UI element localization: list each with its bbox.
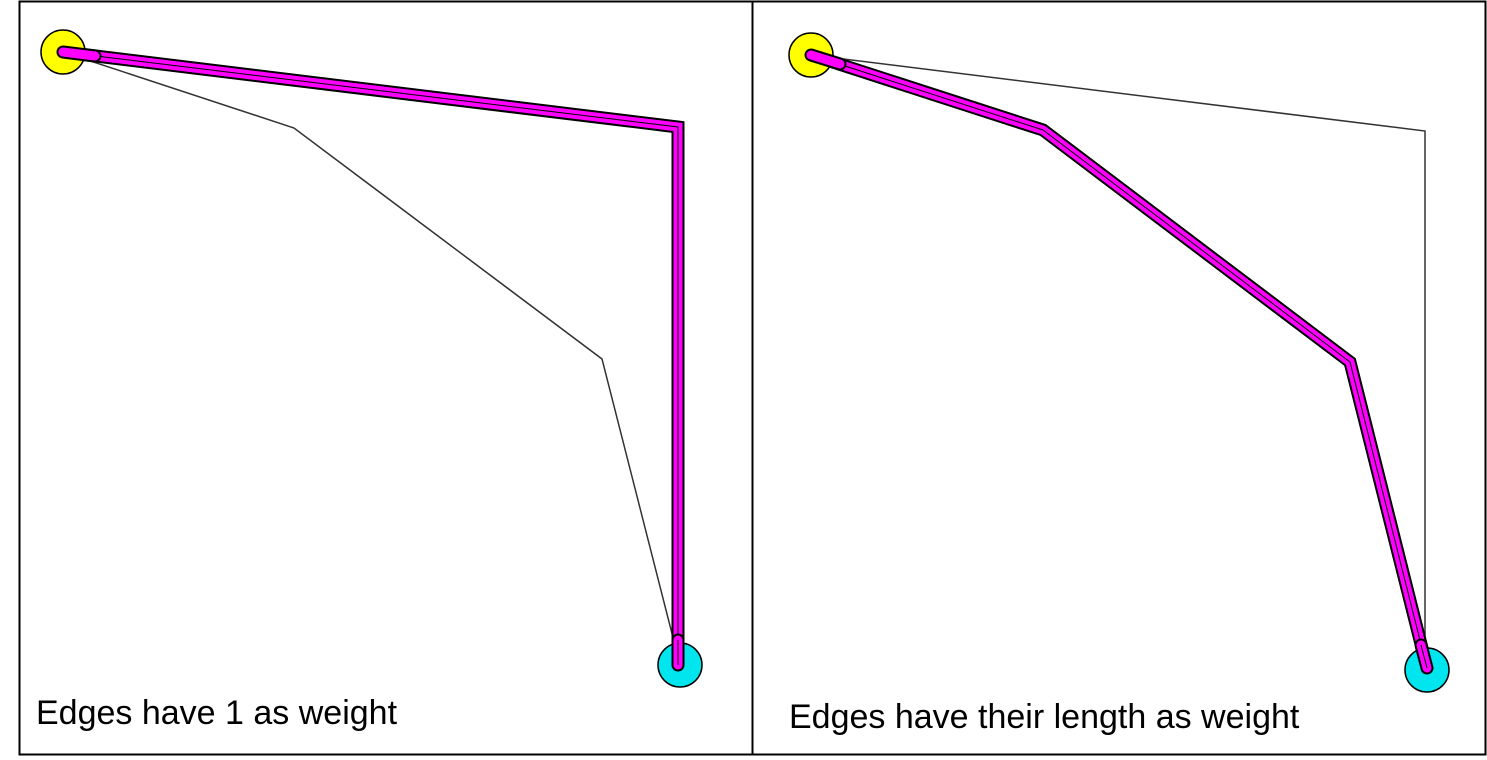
left-highlighted-path-outline: [56, 45, 685, 672]
right-highlighted-path: [806, 50, 1432, 673]
left-highlighted-path-core: [62, 51, 679, 665]
left-caption: Edges have 1 as weight: [36, 694, 398, 732]
left-panel: Edges have 1 as weight: [36, 29, 703, 732]
left-highlighted-path: [58, 47, 683, 670]
left-path-start-cap-fill: [58, 47, 100, 61]
left-graph-edges: [62, 51, 681, 666]
right-highlighted-path-outline: [804, 48, 1434, 675]
right-path-end-core: [1420, 644, 1428, 669]
right-caption: Edges have their length as weight: [789, 698, 1300, 736]
right-graph-edges: [810, 54, 1426, 668]
right-path-start-cap-fill: [806, 50, 845, 69]
right-highlighted-path-core: [810, 54, 1428, 669]
right-panel: Edges have their length as weight: [788, 32, 1450, 736]
